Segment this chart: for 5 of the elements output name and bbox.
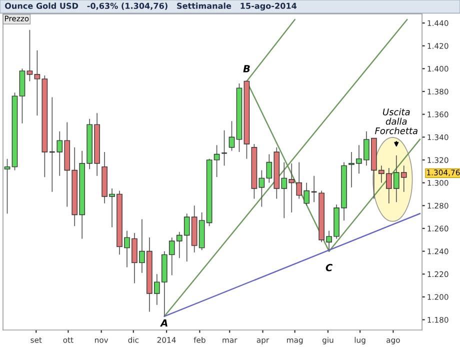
- annotation: Uscita dalla Forchetta: [374, 108, 418, 134]
- annotation: C: [326, 264, 333, 272]
- annotation: A: [160, 319, 168, 326]
- chart-title: Ounce Gold USD -0,63% (1.304,76) Settimanale 15-ago-2014: [5, 2, 297, 11]
- annotation: B: [243, 65, 250, 72]
